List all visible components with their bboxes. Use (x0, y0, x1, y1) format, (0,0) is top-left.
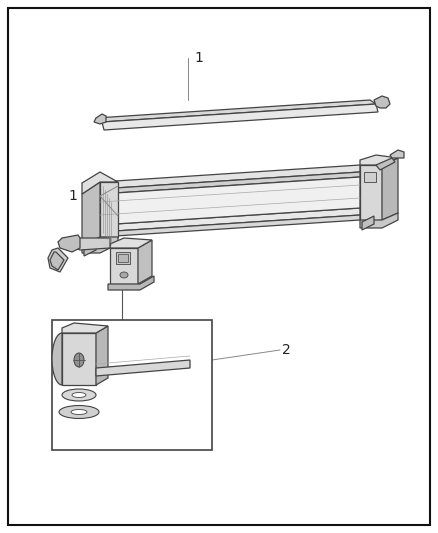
Ellipse shape (59, 406, 99, 418)
Polygon shape (96, 326, 108, 385)
Polygon shape (102, 104, 378, 130)
Polygon shape (94, 114, 106, 124)
Polygon shape (100, 165, 360, 189)
Polygon shape (390, 150, 404, 158)
Polygon shape (376, 158, 395, 170)
Polygon shape (360, 155, 398, 165)
Polygon shape (100, 215, 360, 237)
Polygon shape (110, 238, 152, 248)
Polygon shape (96, 360, 190, 376)
Polygon shape (362, 216, 374, 230)
Polygon shape (100, 177, 360, 225)
Polygon shape (360, 165, 382, 220)
Polygon shape (382, 158, 398, 220)
Polygon shape (70, 238, 110, 250)
Polygon shape (84, 242, 96, 256)
Polygon shape (96, 100, 376, 122)
Polygon shape (50, 252, 64, 270)
Ellipse shape (120, 272, 128, 278)
Polygon shape (108, 276, 154, 290)
Polygon shape (100, 182, 118, 237)
Text: 1: 1 (194, 51, 203, 65)
Polygon shape (360, 213, 398, 228)
Polygon shape (138, 240, 152, 284)
Polygon shape (110, 248, 138, 284)
Bar (364, 172, 376, 182)
Ellipse shape (74, 353, 84, 367)
Polygon shape (62, 323, 108, 333)
Ellipse shape (62, 389, 96, 401)
Bar (116, 252, 130, 264)
Polygon shape (82, 182, 100, 246)
Ellipse shape (71, 409, 87, 415)
Polygon shape (62, 333, 96, 385)
Polygon shape (82, 237, 118, 253)
Polygon shape (48, 248, 68, 272)
Ellipse shape (72, 392, 86, 398)
Polygon shape (100, 208, 360, 232)
Text: 2: 2 (282, 343, 291, 357)
Bar (52, 320, 212, 450)
Polygon shape (52, 333, 62, 385)
Polygon shape (58, 235, 80, 252)
Text: 1: 1 (68, 189, 77, 203)
Polygon shape (374, 96, 390, 108)
Bar (118, 254, 128, 262)
Polygon shape (100, 172, 360, 194)
Polygon shape (82, 172, 118, 194)
